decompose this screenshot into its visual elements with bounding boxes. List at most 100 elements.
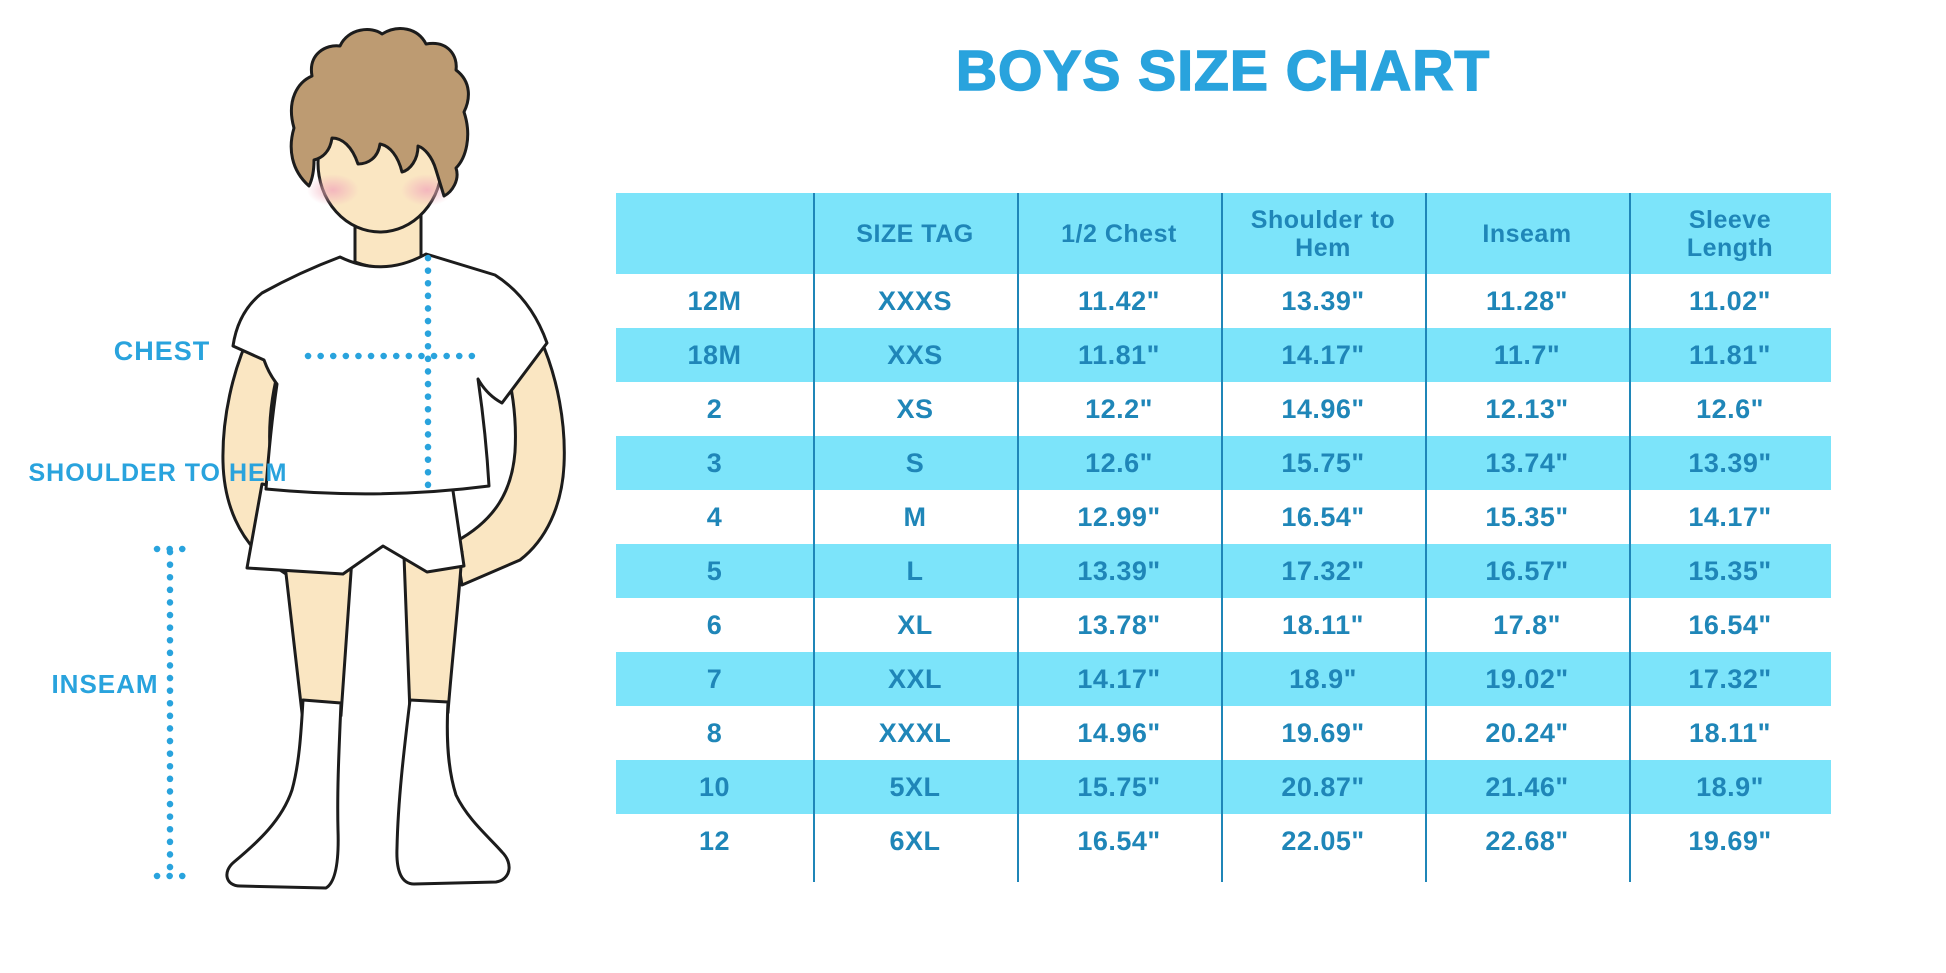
table-row-7: 7 XXL 14.17" 18.9" 19.02" 17.32" [616,652,1831,706]
table-cell: 14.17" [1077,663,1161,694]
table-cell: 12.13" [1485,393,1569,424]
table-cell: 11.28" [1486,285,1568,316]
table-cell: 11.81" [1689,339,1771,370]
table-cell: 18.9" [1289,663,1357,694]
column-header-shoulder-to-hem: Shoulder to Hem [1250,205,1396,262]
table-cell: L [906,555,924,586]
boy-hair [289,27,470,198]
column-header-size-tag: SIZE TAG [856,219,974,248]
row-size-label: 10 [698,771,731,802]
table-cell: 17.32" [1688,663,1772,694]
table-cell: 21.46" [1485,771,1569,802]
table-cell: 11.42" [1078,285,1160,316]
table-cell: 16.54" [1281,501,1365,532]
table-cell: S [905,447,925,478]
table-cell: 14.96" [1077,717,1161,748]
table-row-10: 10 5XL 15.75" 20.87" 21.46" 18.9" [616,760,1831,814]
column-divider [1017,193,1019,882]
column-header-1-2-chest: 1/2 Chest [1061,219,1177,248]
row-size-label: 8 [706,717,723,748]
boy-tshirt [231,252,549,496]
table-row-8: 8 XXXL 14.96" 19.69" 20.24" 18.11" [616,706,1831,760]
inseam-label: INSEAM [51,669,159,699]
column-divider [1425,193,1427,882]
table-cell: 11.02" [1689,285,1771,316]
table-cell: 5XL [889,771,941,802]
table-cell: 12.2" [1085,393,1153,424]
table-cell: 13.74" [1485,447,1569,478]
boy-right-arm [453,336,566,587]
table-cell: 14.17" [1281,339,1365,370]
table-cell: 14.96" [1281,393,1365,424]
table-body: 12M XXXS 11.42" 13.39" 11.28" 11.02" 18M XXS 11.… [616,274,1831,868]
table-cell: 17.32" [1281,555,1365,586]
table-cell: 17.8" [1493,609,1561,640]
table-cell: XXS [887,339,943,370]
table-cell: 13.39" [1077,555,1161,586]
table-row-18m: 18M XXS 11.81" 14.17" 11.7" 11.81" [616,328,1831,382]
row-size-label: 7 [706,663,723,694]
table-row-2: 2 XS 12.2" 14.96" 12.13" 12.6" [616,382,1831,436]
table-cell: 19.02" [1485,663,1569,694]
table-cell: 12.6" [1696,393,1764,424]
table-cell: M [903,501,927,532]
boy-left-sock [225,698,343,890]
table-cell: 13.39" [1281,285,1365,316]
table-cell: 11.81" [1078,339,1160,370]
table-row-12: 12 6XL 16.54" 22.05" 22.68" 19.69" [616,814,1831,868]
table-cell: 22.68" [1485,825,1569,856]
table-cell: 20.87" [1281,771,1365,802]
row-size-label: 5 [706,555,723,586]
table-cell: 12.6" [1085,447,1153,478]
table-cell: 18.11" [1282,609,1364,640]
page-title: BOYS SIZE CHART [955,38,1491,104]
table-cell: XXXL [878,717,952,748]
table-cell: XL [897,609,933,640]
table-cell: 18.9" [1696,771,1764,802]
row-size-label: 12 [698,825,731,856]
table-cell: 16.57" [1485,555,1569,586]
table-cell: 11.7" [1493,339,1561,370]
table-row-6: 6 XL 13.78" 18.11" 17.8" 16.54" [616,598,1831,652]
column-divider [1221,193,1223,882]
table-cell: 6XL [889,825,941,856]
boy-left-thigh [282,554,354,717]
shoulder-to-hem-label: SHOULDER TO HEM [28,459,288,487]
table-cell: 15.75" [1281,447,1365,478]
boy-illustration [153,27,566,890]
table-cell: XXL [887,663,942,694]
table-cell: 16.54" [1077,825,1161,856]
table-cell: 15.35" [1485,501,1569,532]
boy-right-sock [395,698,511,886]
table-cell: 16.54" [1688,609,1772,640]
table-row-5: 5 L 13.39" 17.32" 16.57" 15.35" [616,544,1831,598]
table-cell: 15.75" [1077,771,1161,802]
column-header-sleeve-length: Sleeve Length [1686,205,1774,262]
column-divider [813,193,815,882]
table-row-3: 3 S 12.6" 15.75" 13.74" 13.39" [616,436,1831,490]
table-cell: XXXS [877,285,953,316]
table-cell: 14.17" [1688,501,1772,532]
table-header-row: SIZE TAG 1/2 Chest Shoulder to Hem Inseam Sl… [616,193,1831,274]
boy-right-thigh [402,551,464,715]
column-header-inseam: Inseam [1482,219,1572,248]
row-size-label: 12M [687,285,742,316]
table-cell: 15.35" [1688,555,1772,586]
column-divider [1629,193,1631,882]
table-cell: 19.69" [1281,717,1365,748]
row-size-label: 18M [687,339,742,370]
size-table: SIZE TAG 1/2 Chest Shoulder to Hem Inseam Sl… [616,193,1831,882]
table-cell: 19.69" [1688,825,1772,856]
column-header-blank [616,193,813,274]
row-size-label: 4 [706,501,723,532]
table-cell: XS [896,393,934,424]
table-cell: 13.78" [1077,609,1161,640]
table-cell: 20.24" [1485,717,1569,748]
row-size-label: 3 [706,447,723,478]
table-cell: 18.11" [1689,717,1771,748]
table-row-4: 4 M 12.99" 16.54" 15.35" 14.17" [616,490,1831,544]
boy-blush-left [307,174,359,206]
table-cell: 12.99" [1077,501,1161,532]
row-size-label: 6 [706,609,723,640]
